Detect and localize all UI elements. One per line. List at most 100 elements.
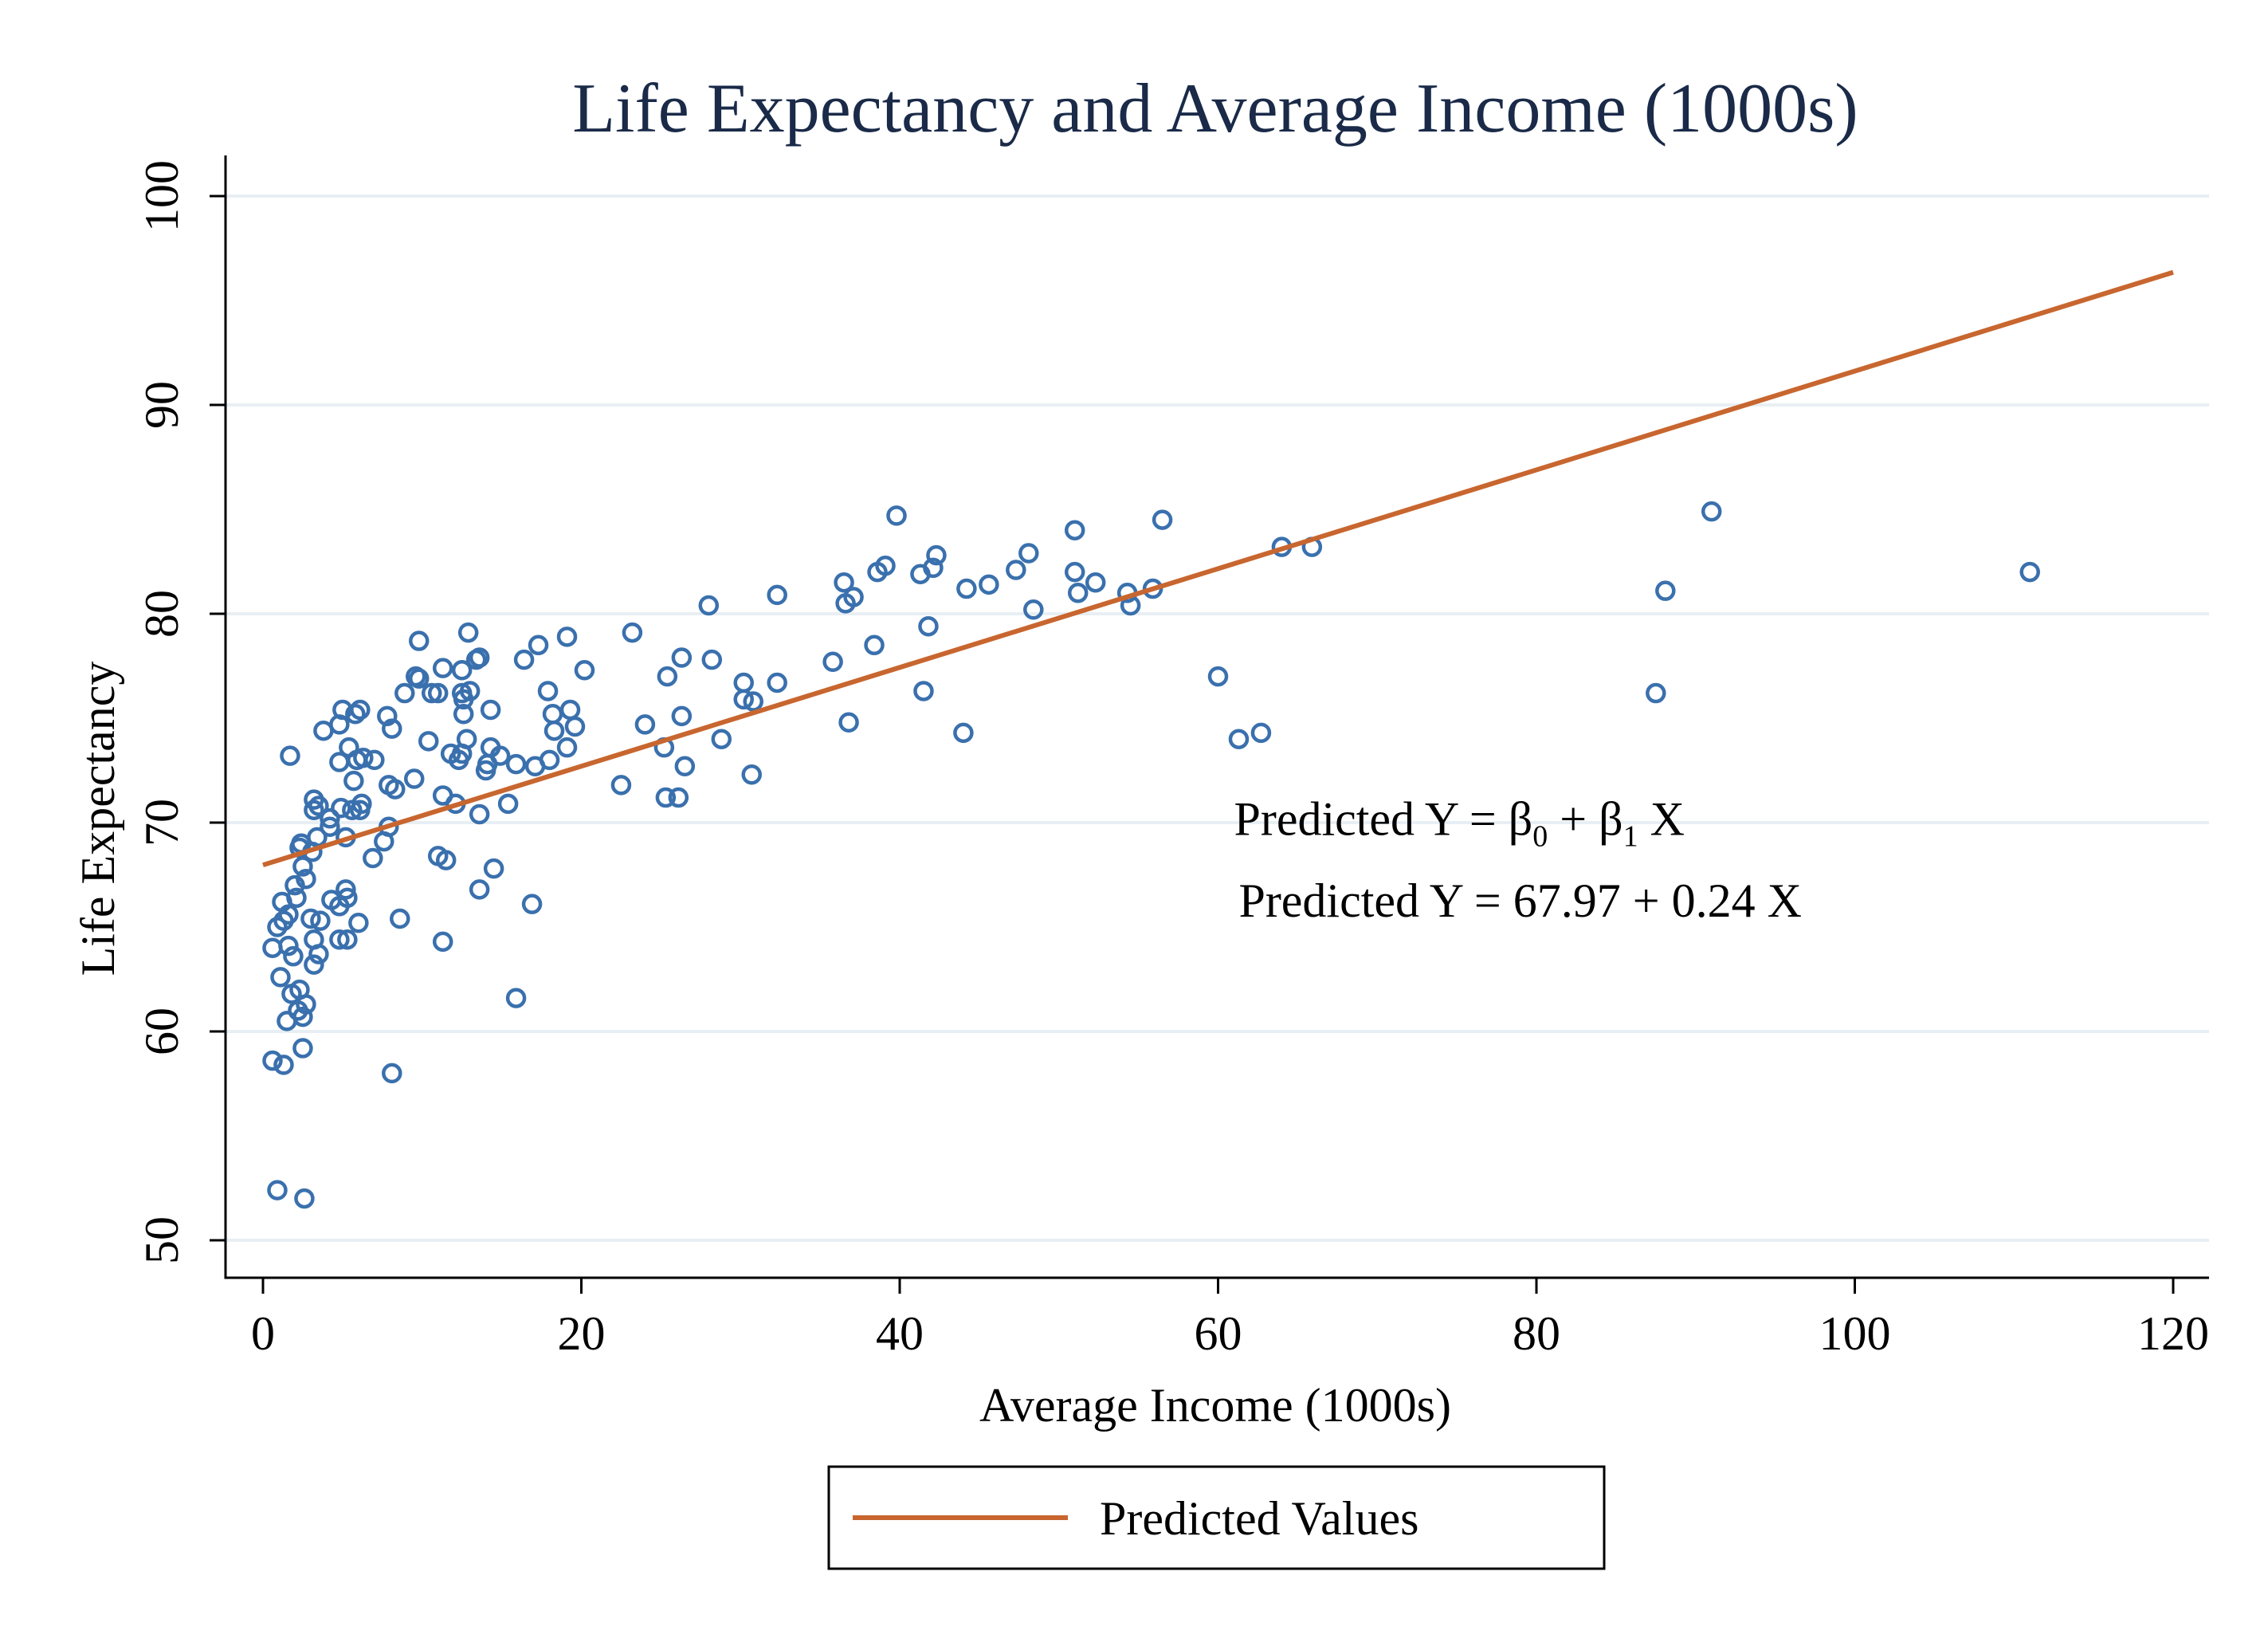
scatter-point: [435, 850, 457, 870]
scatter-point: [701, 649, 723, 670]
scatter-point: [505, 753, 527, 775]
scatter-point: [345, 704, 366, 725]
scatter-point: [385, 779, 406, 799]
scatter-point: [1207, 666, 1229, 687]
scatter-point: [364, 749, 385, 771]
scatter-point: [489, 745, 511, 766]
scatter-point: [923, 557, 944, 579]
scatter-point: [711, 729, 732, 749]
scatter-point: [556, 737, 578, 758]
scatter-point: [1023, 599, 1044, 620]
scatter-point: [353, 748, 374, 768]
scatter-point: [382, 718, 402, 739]
scatter-point: [953, 722, 974, 744]
scatter-point: [671, 647, 693, 668]
scatter-point: [574, 659, 595, 681]
scatter-point: [822, 651, 843, 673]
scatter-point: [1655, 580, 1676, 601]
scatter-point: [459, 681, 481, 701]
scatter-point: [294, 1188, 315, 1209]
scatter-point: [1228, 729, 1250, 749]
scatter-point: [505, 988, 527, 1008]
y-tick-label: 70: [135, 799, 188, 847]
scatter-point: [350, 699, 371, 721]
scatter-point: [320, 808, 340, 829]
scatter-point: [300, 908, 321, 929]
scatter-point: [267, 1180, 288, 1200]
scatter-point: [418, 731, 439, 752]
scatter-point: [539, 749, 560, 771]
scatter-point: [556, 627, 578, 647]
x-tick-label: 60: [1195, 1307, 1242, 1360]
gridlines: [226, 194, 2209, 1242]
scatter-point: [469, 803, 490, 825]
scatter-point: [610, 775, 632, 796]
y-axis-label: Life Expectancy: [72, 662, 124, 976]
legend-label: Predicted Values: [1100, 1492, 1418, 1545]
scatter-point: [979, 574, 999, 595]
scatter-point: [409, 631, 430, 651]
scatter-point: [409, 668, 430, 689]
scatter-point: [456, 729, 477, 749]
scatter-point: [469, 647, 490, 668]
scatter-point: [1250, 722, 1272, 744]
scatter-point: [432, 658, 453, 678]
scatter-point: [926, 544, 947, 566]
x-axis-ticks: 0 20 40 60 80 100 120: [251, 1278, 2209, 1360]
scatter-point: [427, 682, 449, 704]
scatter-point: [918, 615, 939, 637]
x-axis-label: Average Income (1000s): [979, 1379, 1451, 1432]
scatter-point: [657, 666, 678, 687]
scatter-point: [394, 682, 415, 704]
scatter-point: [634, 714, 656, 735]
scatter-point: [480, 699, 501, 721]
scatter-point: [1067, 583, 1089, 603]
scatter-point: [521, 894, 543, 914]
scatter-point: [363, 847, 383, 869]
scatter-point: [671, 705, 693, 727]
scatter-point: [432, 785, 453, 806]
scatter-point: [1064, 561, 1085, 583]
scatter-point: [1006, 560, 1026, 580]
scatter-point: [528, 634, 549, 656]
scatter-point: [913, 681, 934, 701]
x-tick-label: 20: [558, 1307, 606, 1360]
scatter-point: [743, 691, 763, 712]
scatter-point: [280, 745, 300, 766]
annotation-equation-general: Predicted Y = β0 + β1 X: [1234, 793, 1685, 854]
scatter-point: [497, 793, 519, 815]
scatter-point: [1152, 509, 1173, 530]
scatter-point: [655, 787, 677, 808]
scatter-point: [453, 704, 474, 725]
scatter-point: [698, 595, 720, 616]
scatter-point: [304, 799, 324, 821]
scatter-point: [767, 672, 787, 693]
scatter-point: [343, 770, 364, 792]
chart-title: Life Expectancy and Average Income (1000…: [572, 70, 1858, 147]
scatter-point: [864, 634, 885, 656]
scatter-point: [320, 816, 340, 837]
scatter-point: [838, 712, 859, 733]
scatter-point: [559, 699, 581, 721]
scatter-point: [310, 910, 331, 931]
scatter-point: [421, 682, 442, 704]
scatter-point: [286, 887, 307, 909]
x-tick-label: 0: [251, 1307, 275, 1360]
scatter-point: [273, 1055, 294, 1075]
scatter-point: [331, 797, 351, 819]
scatter-point: [1085, 572, 1106, 593]
scatter-point: [292, 1038, 313, 1059]
annotation-equation-fitted: Predicted Y = 67.97 + 0.24 X: [1238, 874, 1801, 927]
scatter-point: [292, 856, 313, 877]
scatter-point: [674, 756, 696, 777]
scatter-point: [307, 827, 328, 848]
y-tick-label: 60: [135, 1008, 188, 1055]
x-tick-label: 40: [876, 1307, 924, 1360]
scatter-point: [451, 659, 473, 681]
scatter-point: [304, 954, 324, 975]
y-tick-label: 100: [135, 160, 188, 232]
scatter-point: [956, 578, 977, 599]
scatter-point: [1701, 501, 1722, 522]
